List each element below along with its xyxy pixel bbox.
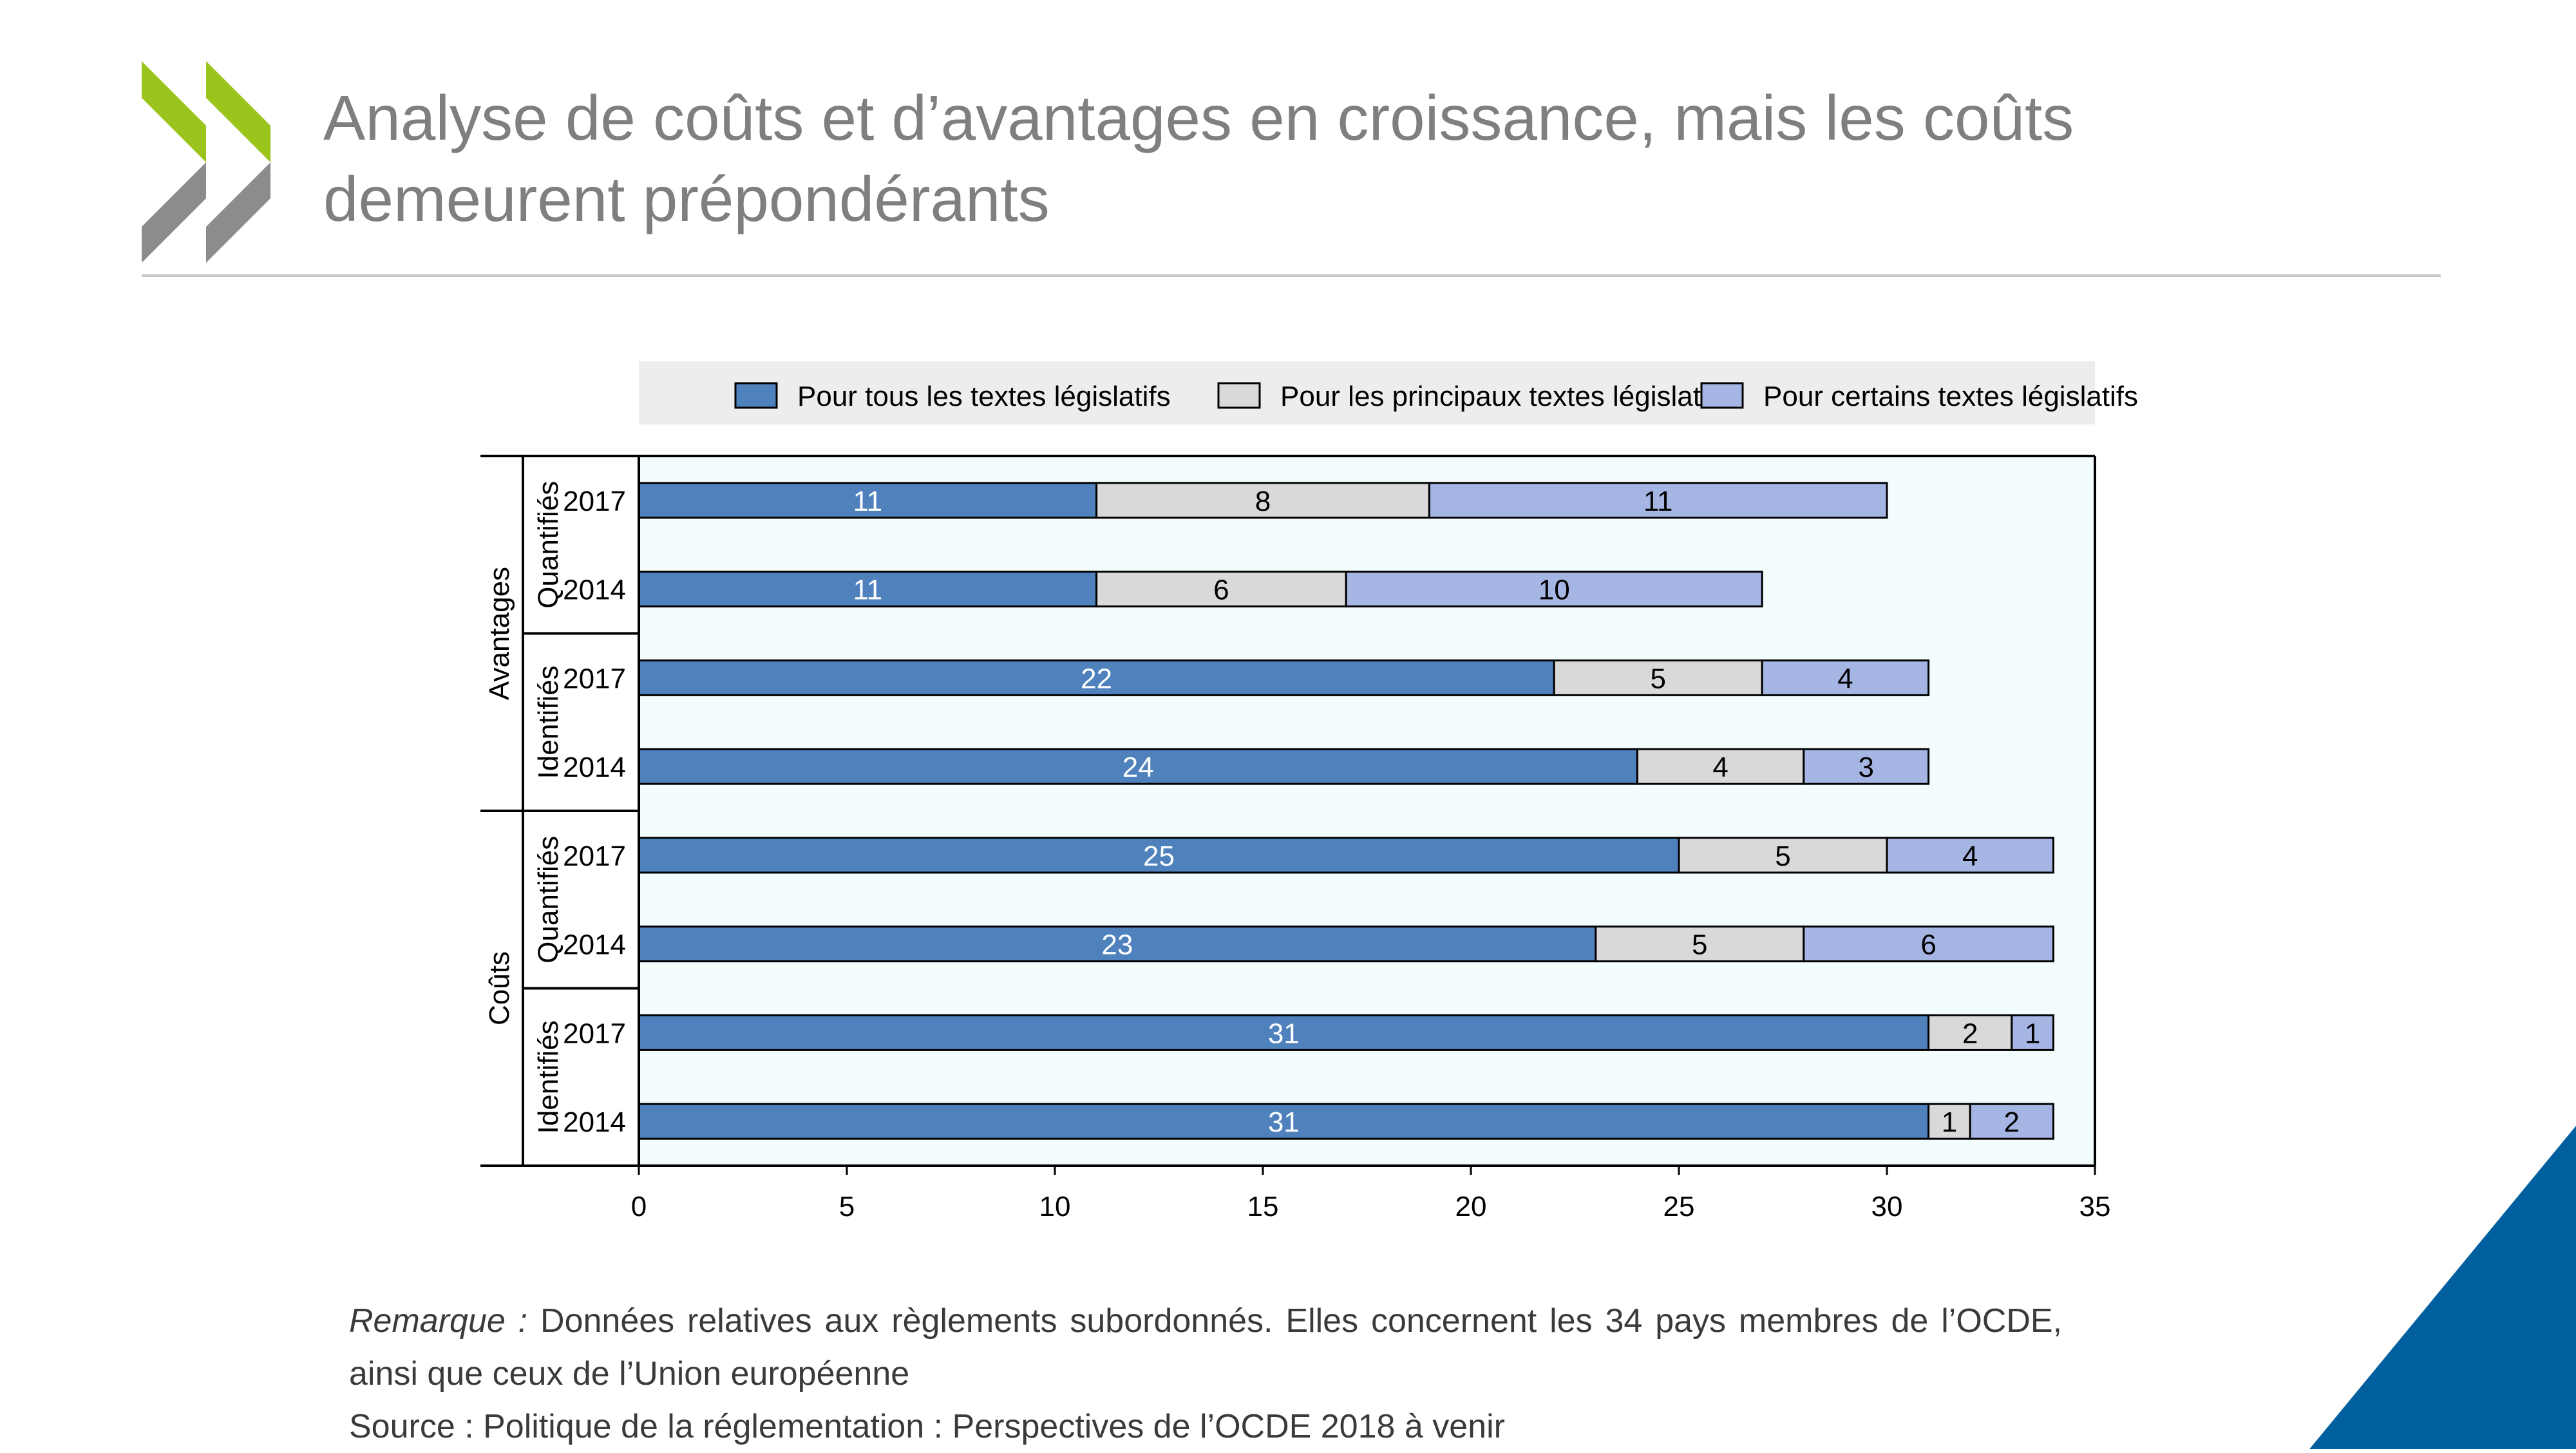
bar-value-label: 4 [1712, 752, 1728, 783]
oecd-logo [142, 61, 270, 263]
bar-value-label: 11 [853, 575, 882, 606]
logo-chevron-1-bottom [142, 162, 206, 263]
legend: Pour tous les textes législatifs Pour les… [639, 361, 2138, 424]
bar-value-label: 11 [1643, 486, 1673, 517]
legend-label: Pour tous les textes législatifs [797, 381, 1171, 412]
bar-segment [1428, 482, 1888, 519]
bar-value-label: 24 [1122, 752, 1154, 783]
bar-segment [1345, 571, 1763, 608]
bar-value-label: 3 [1858, 752, 1873, 783]
legend-background [639, 361, 2095, 424]
group-label: Avantages [484, 567, 515, 700]
bar-segment [1678, 837, 1888, 874]
legend-swatch [1700, 382, 1744, 409]
note-remark: Remarque : Données relatives aux règleme… [349, 1295, 2062, 1400]
x-tick-label: 10 [1039, 1191, 1071, 1222]
bar-value-label: 31 [1268, 1018, 1300, 1049]
year-label: 2014 [563, 575, 626, 606]
bar-segment [1803, 748, 1930, 785]
chart-notes: Remarque : Données relatives aux règleme… [349, 1295, 2062, 1453]
subgroup-label: Quantifiés [533, 481, 564, 609]
year-label: 2017 [563, 840, 626, 872]
bar-value-label: 31 [1268, 1106, 1300, 1138]
bar-value-label: 6 [1213, 575, 1229, 606]
bar-segment [638, 482, 1098, 519]
x-tick-label: 15 [1247, 1191, 1279, 1222]
bar-value-label: 1 [2025, 1018, 2040, 1049]
bar-value-label: 5 [1650, 663, 1665, 694]
year-label: 2014 [563, 1106, 626, 1138]
bar-segment [638, 926, 1597, 963]
bar-value-label: 2 [2004, 1106, 2020, 1138]
bar-segment [638, 748, 1638, 785]
logo-chevron-1-top [142, 61, 206, 162]
bar-segment [1927, 1103, 1971, 1140]
x-tick-label: 5 [839, 1191, 855, 1222]
year-label: 2014 [563, 752, 626, 783]
bar-segment [638, 1014, 1930, 1051]
page-title: Analyse de coûts et d’avantages en crois… [323, 82, 2074, 234]
bar-value-label: 2 [1962, 1018, 1978, 1049]
bar-value-label: 23 [1101, 929, 1133, 961]
bar-segment [638, 571, 1098, 608]
bar-segment [1636, 748, 1805, 785]
bar-value-label: 5 [1775, 840, 1790, 872]
bar-value-label: 25 [1143, 840, 1175, 872]
year-label: 2017 [563, 663, 626, 694]
bar-segment [1095, 482, 1430, 519]
bar-segment [1803, 926, 2054, 963]
x-tick-label: 35 [2079, 1191, 2111, 1222]
x-tick-label: 25 [1663, 1191, 1695, 1222]
bar-value-label: 1 [1942, 1106, 1957, 1138]
category-axis: Quantifiés Identifiés Avantages Quantifiés I… [480, 455, 639, 1167]
year-label: 2017 [563, 486, 626, 517]
x-tick-label: 0 [631, 1191, 647, 1222]
note-source: Source : Politique de la réglementation … [349, 1408, 1505, 1445]
year-label: 2014 [563, 929, 626, 961]
x-tick-label: 30 [1871, 1191, 1903, 1222]
bar-segment [1927, 1014, 2013, 1051]
subgroup-label: Quantifiés [533, 836, 564, 964]
stacked-bar-chart: Pour tous les textes législatifs Pour les… [480, 361, 2138, 1222]
year-label: 2017 [563, 1018, 626, 1049]
bar-segment [1969, 1103, 2054, 1140]
subgroup-label: Identifiés [533, 1020, 564, 1134]
bar-value-label: 8 [1255, 486, 1271, 517]
subgroup-label: Identifiés [533, 665, 564, 779]
bar-segment [1553, 659, 1763, 696]
bar-value-label: 5 [1692, 929, 1707, 961]
bar-value-label: 11 [853, 486, 882, 517]
bar-segment [2011, 1014, 2054, 1051]
bar-segment [1761, 659, 1930, 696]
note-text: Données relatives aux règlements subordo… [349, 1302, 2063, 1392]
logo-chevron-2-bottom [206, 162, 270, 263]
logo-chevron-2-top [206, 61, 270, 162]
bar-value-label: 6 [1920, 929, 1936, 961]
x-tick-label: 20 [1455, 1191, 1487, 1222]
bar-segment [1095, 571, 1347, 608]
bar-value-label: 22 [1081, 663, 1112, 694]
bar-value-label: 4 [1837, 663, 1853, 694]
legend-swatch [1217, 382, 1261, 409]
legend-swatch [734, 382, 778, 409]
group-label: Coûts [484, 951, 515, 1025]
legend-label: Pour les principaux textes législatifs [1280, 381, 1729, 412]
note-prefix: Remarque : [349, 1302, 528, 1340]
bar-value-label: 4 [1962, 840, 1978, 872]
bar-value-label: 10 [1539, 575, 1570, 606]
title-divider [142, 274, 2441, 277]
bar-segment [1886, 837, 2054, 874]
legend-label: Pour certains textes législatifs [1763, 381, 2138, 412]
